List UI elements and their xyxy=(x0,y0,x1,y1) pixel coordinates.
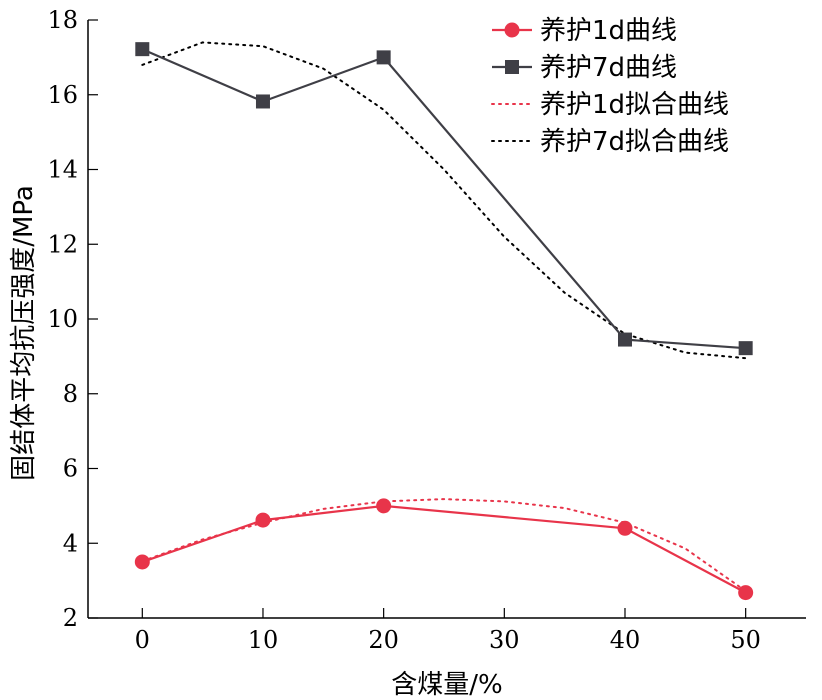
data-point-circle xyxy=(617,520,633,536)
x-tick-label: 20 xyxy=(368,626,399,654)
y-tick-label: 8 xyxy=(63,380,78,408)
y-tick-label: 18 xyxy=(47,6,78,34)
data-point-circle xyxy=(255,512,271,528)
y-tick-label: 6 xyxy=(63,455,78,483)
data-point-square xyxy=(738,341,753,356)
y-tick-label: 4 xyxy=(63,529,78,557)
x-tick-label: 50 xyxy=(730,626,761,654)
legend-marker-square xyxy=(505,60,519,74)
legend-label: 养护7d拟合曲线 xyxy=(540,127,729,157)
series-line xyxy=(141,498,747,593)
x-axis-title: 含煤量/% xyxy=(391,670,502,700)
data-point-circle xyxy=(134,554,150,570)
y-tick-label: 2 xyxy=(63,604,78,632)
data-point-square xyxy=(255,94,270,109)
data-point-square xyxy=(617,332,632,347)
legend-marker-circle xyxy=(504,22,520,38)
data-point-circle xyxy=(738,585,754,601)
legend-label: 养护1d拟合曲线 xyxy=(540,90,729,120)
series-line xyxy=(141,41,747,360)
x-tick-label: 0 xyxy=(135,626,150,654)
series-layer xyxy=(134,41,754,601)
x-tick-label: 10 xyxy=(248,626,279,654)
data-point-square xyxy=(135,42,150,57)
y-tick-label: 12 xyxy=(47,230,78,258)
x-tick-label: 40 xyxy=(610,626,641,654)
legend-label: 养护7d曲线 xyxy=(540,53,677,83)
y-axis-title: 固结体平均抗压强度/MPa xyxy=(9,185,39,481)
series-line xyxy=(141,504,747,594)
y-tick-label: 14 xyxy=(47,156,78,184)
axes: 0 10 20 30 40 50 2 4 6 8 10 12 14 16 18 xyxy=(47,6,806,654)
data-point-circle xyxy=(376,498,392,514)
x-tick-label: 30 xyxy=(489,626,520,654)
y-tick-label: 10 xyxy=(47,305,78,333)
legend-label: 养护1d曲线 xyxy=(540,16,677,46)
data-point-square xyxy=(376,50,391,65)
y-tick-label: 16 xyxy=(47,81,78,109)
